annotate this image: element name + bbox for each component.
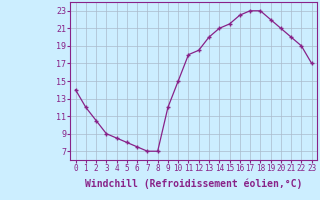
X-axis label: Windchill (Refroidissement éolien,°C): Windchill (Refroidissement éolien,°C) bbox=[85, 179, 302, 189]
